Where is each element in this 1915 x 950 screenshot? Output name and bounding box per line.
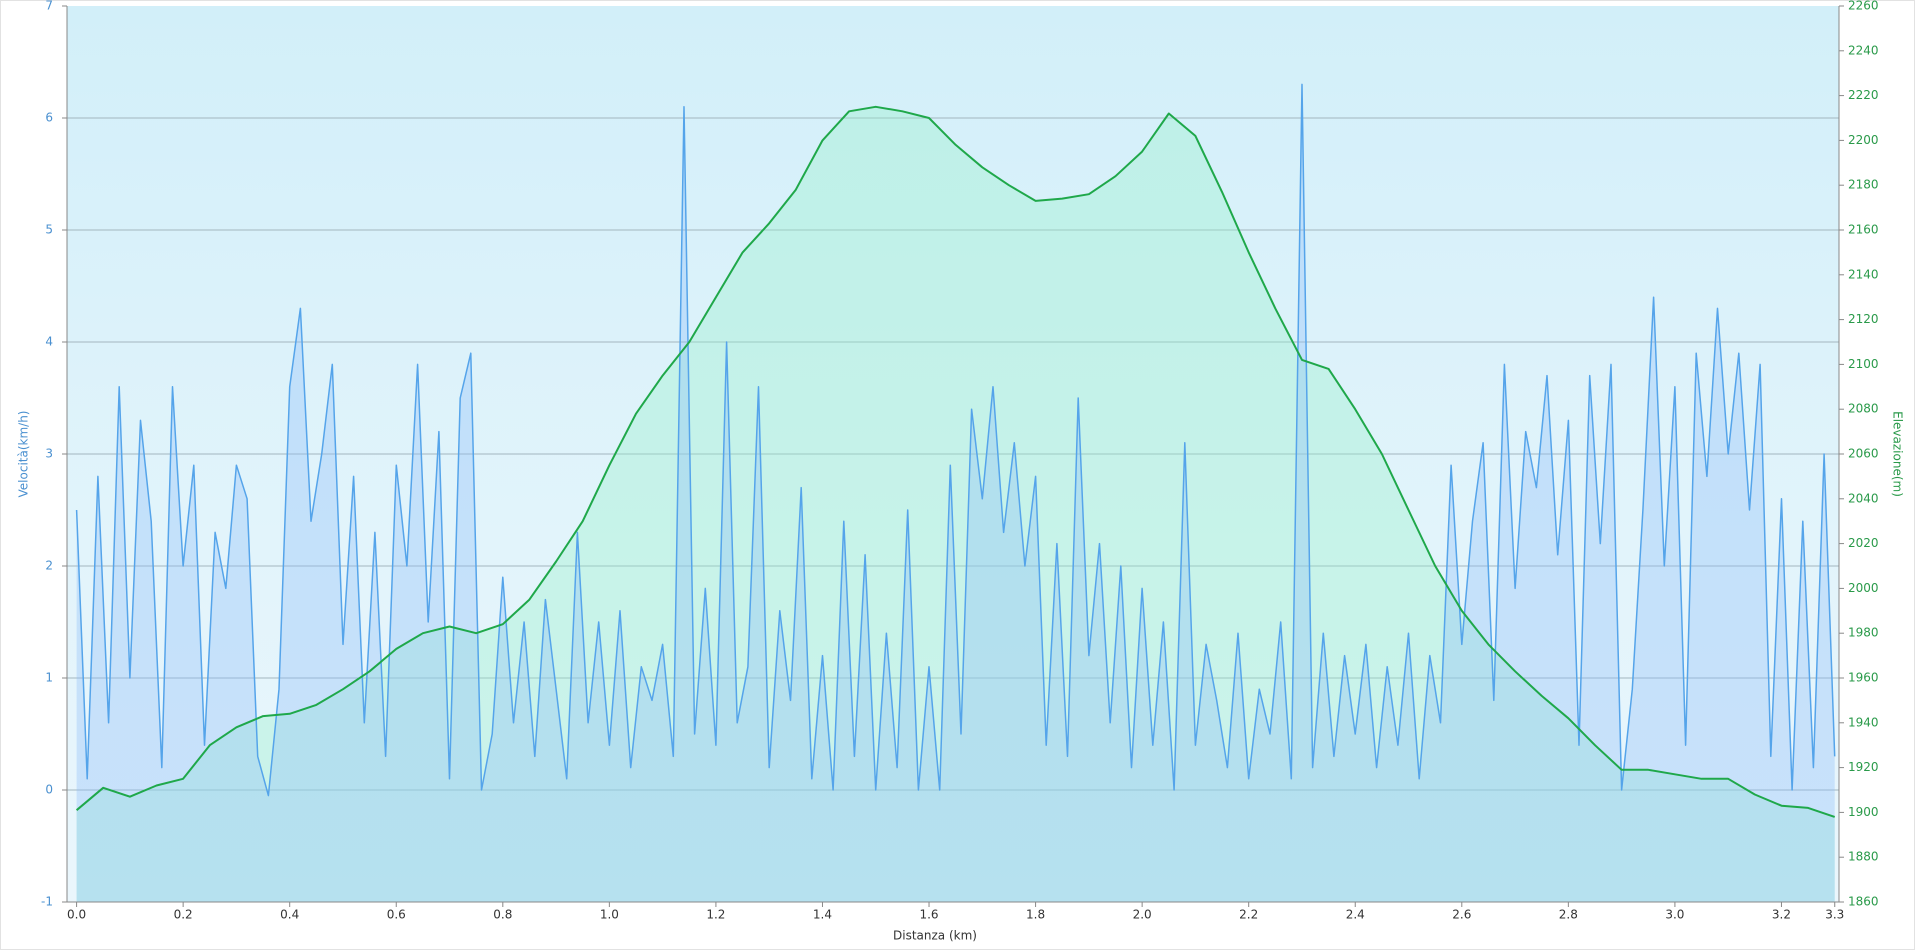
- x-tick-label: 0.4: [280, 908, 299, 922]
- x-tick-label: 1.2: [706, 908, 725, 922]
- y2-tick-label: 2100: [1848, 357, 1879, 371]
- y2-tick-label: 2020: [1848, 536, 1879, 550]
- y-tick-label: 5: [45, 223, 53, 237]
- x-tick-label: 0.8: [493, 908, 512, 922]
- y2-tick-label: 2120: [1848, 312, 1879, 326]
- y-tick-label: -1: [41, 895, 53, 909]
- y2-tick-label: 1920: [1848, 760, 1879, 774]
- x-tick-label: 3.2: [1772, 908, 1791, 922]
- x-tick-label: 1.6: [919, 908, 938, 922]
- x-tick-label: 1.0: [600, 908, 619, 922]
- x-tick-label: 0.0: [67, 908, 86, 922]
- y2-tick-label: 1860: [1848, 895, 1879, 909]
- y-tick-label: 7: [45, 0, 53, 13]
- x-tick-label: 3.0: [1665, 908, 1684, 922]
- y2-axis-title: Elevazione(m): [1891, 411, 1905, 497]
- series-line: [75, 105, 1836, 818]
- y2-tick-label: 1980: [1848, 626, 1879, 640]
- x-tick-label: 1.4: [813, 908, 832, 922]
- y2-tick-label: 2140: [1848, 267, 1879, 281]
- y2-tick-label: 1880: [1848, 850, 1879, 864]
- y2-tick-label: 2260: [1848, 0, 1879, 13]
- x-tick-label: 2.8: [1559, 908, 1578, 922]
- x-tick-label: 2.6: [1452, 908, 1471, 922]
- x-tick-label: 2.4: [1346, 908, 1365, 922]
- y2-tick-label: 2240: [1848, 43, 1879, 57]
- y2-tick-label: 2220: [1848, 88, 1879, 102]
- y-tick-label: 1: [45, 671, 53, 685]
- y2-tick-label: 2160: [1848, 223, 1879, 237]
- y2-tick-label: 2060: [1848, 447, 1879, 461]
- y2-tick-label: 1900: [1848, 805, 1879, 819]
- y2-tick-label: 2040: [1848, 491, 1879, 505]
- x-tick-label: 0.2: [174, 908, 193, 922]
- y2-tick-label: 2200: [1848, 133, 1879, 147]
- y-tick-label: 6: [45, 111, 53, 125]
- y-tick-label: 0: [45, 783, 53, 797]
- y-tick-label: 4: [45, 335, 53, 349]
- x-tick-label: 3.3: [1825, 908, 1844, 922]
- x-tick-label: 2.2: [1239, 908, 1258, 922]
- area-fill: [76, 84, 1835, 902]
- y2-tick-label: 1940: [1848, 715, 1879, 729]
- x-tick-label: 2.0: [1133, 908, 1152, 922]
- y-tick-label: 2: [45, 559, 53, 573]
- x-tick-label: 1.8: [1026, 908, 1045, 922]
- y-tick-label: 3: [45, 447, 53, 461]
- y2-tick-label: 2000: [1848, 581, 1879, 595]
- y-axis-title: Velocità(km/h): [17, 411, 31, 498]
- y2-tick-label: 1960: [1848, 671, 1879, 685]
- series-line: [75, 83, 1836, 797]
- y2-tick-label: 2180: [1848, 178, 1879, 192]
- y2-tick-label: 2080: [1848, 402, 1879, 416]
- x-axis-title: Distanza (km): [893, 929, 977, 943]
- x-tick-label: 0.6: [387, 908, 406, 922]
